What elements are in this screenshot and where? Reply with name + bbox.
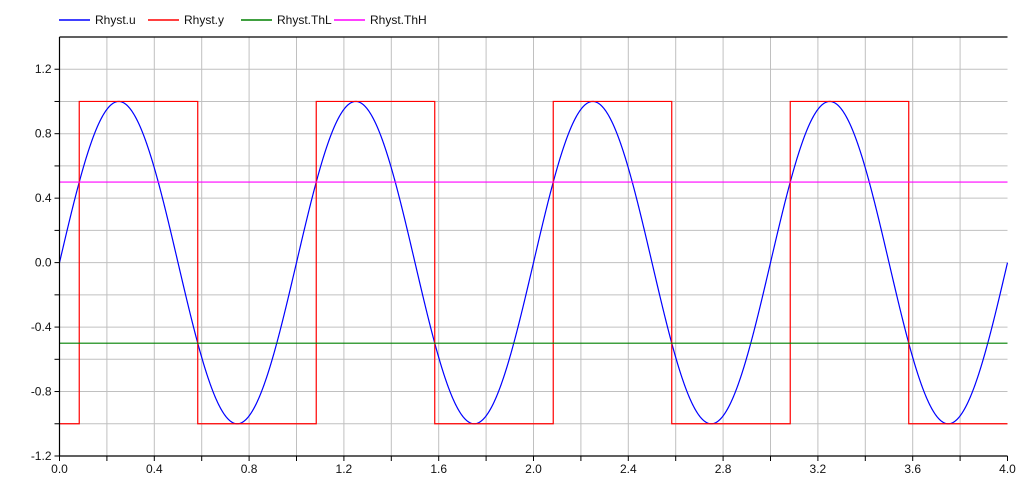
x-tick-label: 2.8 xyxy=(715,462,732,476)
legend-label: Rhyst.ThL xyxy=(277,13,332,27)
y-tick-label: -0.4 xyxy=(31,320,52,334)
grid xyxy=(59,37,1008,456)
x-tick-label: 0.4 xyxy=(146,462,163,476)
legend-label: Rhyst.ThH xyxy=(370,13,427,27)
series-lines xyxy=(58,100,1009,425)
x-tick-label: 0.8 xyxy=(241,462,258,476)
legend: Rhyst.u Rhyst.y Rhyst.ThL Rhyst.ThH xyxy=(59,13,427,27)
legend-label: Rhyst.y xyxy=(184,13,224,27)
series-line-rhyst-u xyxy=(58,100,1009,425)
y-tick-label: 0.8 xyxy=(35,127,52,141)
y-tick-label: 0.4 xyxy=(35,191,52,205)
axes: 0.0 0.4 0.8 1.2 1.6 2.0 2.4 2.8 3.2 3.6 4.0 1.2 0.8 0… xyxy=(31,36,1016,476)
x-tick-label: 2.0 xyxy=(525,462,542,476)
x-tick-label: 4.0 xyxy=(999,462,1016,476)
x-tick-label: 1.2 xyxy=(336,462,353,476)
x-tick-label: 3.6 xyxy=(904,462,921,476)
y-tick-label: 1.2 xyxy=(35,62,52,76)
x-tick-label: 0.0 xyxy=(51,462,68,476)
x-tick-label: 3.2 xyxy=(810,462,827,476)
series-line-rhyst-y xyxy=(59,100,1008,425)
y-tick-label: 0.0 xyxy=(35,256,52,270)
y-tick-label: -0.8 xyxy=(31,385,52,399)
x-tick-label: 2.4 xyxy=(620,462,637,476)
legend-label: Rhyst.u xyxy=(95,13,136,27)
x-tick-label: 1.6 xyxy=(430,462,447,476)
y-tick-label: -1.2 xyxy=(31,449,52,463)
